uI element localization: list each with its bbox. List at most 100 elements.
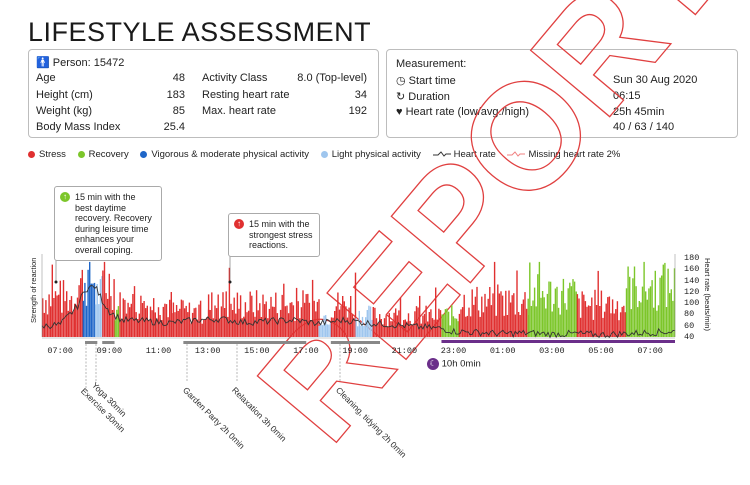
bar-stress: [271, 306, 274, 337]
bar-stress: [188, 302, 191, 337]
bar-stress: [318, 299, 320, 337]
bar-stress: [254, 316, 256, 337]
bar-stress: [350, 296, 352, 337]
bar-stress: [409, 320, 411, 337]
bar-recovery: [455, 318, 458, 337]
bar-stress: [611, 299, 614, 337]
bar-stress: [439, 310, 442, 337]
bar-stress: [260, 317, 263, 337]
stress-up-icon: ↑: [234, 219, 244, 229]
bar-stress: [517, 312, 520, 337]
chart-legend: Stress Recovery Vigorous & moderate phys…: [28, 149, 629, 160]
bar-stress: [353, 317, 355, 337]
bar-light: [368, 305, 370, 337]
bar-recovery: [669, 293, 671, 337]
x-tick-label: 05:00: [588, 346, 614, 356]
bar-stress: [490, 305, 493, 337]
bar-stress: [411, 324, 413, 337]
bar-stress: [299, 318, 301, 337]
bar-stress: [419, 295, 421, 337]
bar-stress: [159, 315, 161, 337]
x-tick-label: 23:00: [440, 346, 467, 356]
bar-stress: [387, 326, 389, 337]
bar-stress: [81, 269, 83, 337]
moon-icon: ☾: [427, 358, 439, 370]
bar-stress: [513, 293, 515, 337]
bar-stress: [351, 314, 353, 337]
person-label: Person: 15472: [52, 57, 125, 69]
bar-recovery: [573, 281, 576, 337]
bar-stress: [113, 279, 115, 337]
bar-stress: [127, 302, 129, 337]
duration-label: Duration: [408, 91, 450, 103]
bar-stress: [506, 315, 509, 337]
bar-recovery: [662, 264, 664, 337]
bar-stress: [618, 320, 620, 337]
legend-stress-label: Stress: [39, 149, 66, 160]
recovery-pointer-dot: [54, 280, 58, 284]
bar-stress: [576, 294, 579, 337]
bar-stress: [473, 304, 475, 337]
bar-stress: [207, 294, 210, 337]
bar-stress: [379, 314, 381, 337]
bar-stress: [595, 305, 598, 337]
timer-icon: ↻: [396, 91, 406, 103]
bar-stress: [501, 295, 504, 337]
bar-stress: [64, 301, 66, 337]
bar-stress: [613, 313, 615, 337]
bar-recovery: [447, 311, 450, 337]
y-tick-label: 180: [684, 253, 700, 263]
bar-recovery: [654, 270, 656, 337]
measurement-panel: Measurement: ◷ Start time Sun 30 Aug 202…: [386, 49, 738, 138]
bar-recovery: [446, 308, 448, 337]
bar-stress: [624, 312, 627, 337]
stress-tooltip-text: 15 min with the strongest stress reactio…: [249, 219, 313, 250]
bar-stress: [607, 297, 609, 337]
bar-stress: [503, 315, 505, 337]
bar-stress: [477, 310, 480, 337]
bar-stress: [215, 308, 218, 337]
bar-recovery: [540, 297, 542, 337]
sleep-duration: 10h 0min: [441, 358, 481, 370]
bar-recovery: [535, 306, 537, 337]
bar-stress: [58, 294, 60, 337]
bar-vigorous: [92, 283, 94, 337]
bar-stress: [422, 315, 424, 337]
activity-bar: [183, 341, 233, 344]
bar-stress: [273, 306, 275, 337]
bar-stress: [623, 305, 625, 337]
recovery-tooltip: ↑ 15 min with the best daytime recovery.…: [54, 186, 162, 261]
bar-stress: [382, 324, 384, 337]
bar-recovery: [645, 291, 647, 337]
bar-stress: [206, 317, 208, 337]
bar-stress: [430, 309, 432, 337]
bar-stress: [204, 318, 207, 337]
bar-stress: [489, 287, 491, 337]
bar-stress: [225, 291, 227, 337]
bar-recovery: [646, 299, 648, 337]
bar-stress: [190, 323, 192, 337]
legend-recovery: Recovery: [77, 149, 129, 160]
bar-stress: [608, 296, 611, 337]
bar-light: [357, 326, 359, 337]
bar-recovery: [551, 311, 553, 337]
bar-stress: [78, 285, 80, 337]
duration-row: ↻ Duration: [396, 90, 450, 103]
bar-stress: [209, 310, 211, 337]
heart-icon: ♥: [396, 106, 403, 118]
bar-recovery: [457, 321, 459, 337]
legend-recovery-label: Recovery: [88, 149, 129, 160]
bar-stress: [239, 295, 242, 337]
bar-stress: [399, 297, 402, 337]
bar-recovery: [559, 314, 561, 337]
bar-stress: [482, 312, 485, 337]
bar-vigorous: [84, 282, 86, 337]
bar-stress: [390, 321, 392, 337]
bar-light: [365, 317, 367, 337]
bar-stress: [172, 302, 175, 337]
y-tick-label: 40: [684, 332, 695, 342]
bar-stress: [516, 270, 518, 337]
bar-stress: [72, 311, 74, 337]
bar-recovery: [656, 310, 658, 337]
bar-stress: [265, 301, 267, 337]
